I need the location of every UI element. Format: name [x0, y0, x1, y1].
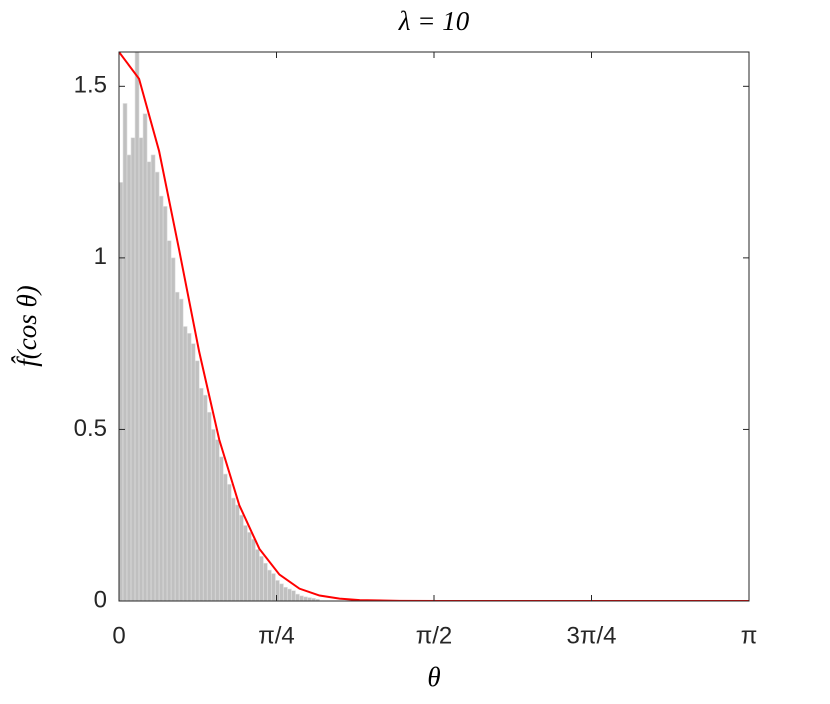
y-tick-label: 0.5 [74, 415, 107, 442]
bar [198, 387, 204, 601]
bar [154, 171, 160, 601]
bar [230, 497, 236, 601]
bar [222, 473, 228, 601]
bar [287, 588, 292, 601]
bar [194, 360, 200, 601]
bar [134, 52, 140, 601]
bar [182, 326, 188, 601]
bar [214, 439, 220, 601]
bar [190, 343, 196, 601]
density-line [119, 52, 749, 601]
bar [170, 257, 176, 601]
bar [122, 103, 128, 601]
bar [162, 206, 168, 601]
bar [174, 291, 180, 601]
bar [259, 556, 264, 601]
x-tick-label: 0 [112, 622, 125, 649]
x-tick-label: π/4 [258, 622, 295, 649]
bar [226, 484, 232, 601]
bar [267, 569, 272, 601]
y-tick-label: 1.5 [74, 72, 107, 99]
bar [150, 154, 156, 601]
bar [291, 590, 296, 601]
bar [119, 182, 124, 601]
bar [235, 504, 240, 601]
bar [218, 456, 224, 601]
bar [295, 593, 300, 601]
bar [210, 429, 216, 601]
bar [126, 154, 132, 601]
bar [166, 240, 172, 601]
bar [263, 562, 268, 601]
x-axis-label: θ [427, 662, 440, 692]
bar [243, 525, 248, 601]
bar [239, 514, 244, 601]
x-tick-label: 3π/4 [567, 622, 617, 649]
bar [130, 137, 136, 601]
bar [202, 394, 208, 601]
bar [251, 538, 256, 601]
bar [138, 137, 144, 601]
bar [206, 411, 212, 601]
bar [271, 573, 276, 601]
bar [307, 597, 312, 601]
y-axis-label: f̂(cos θ) [12, 285, 43, 367]
y-tick-label: 0 [94, 586, 107, 613]
bar [283, 586, 288, 601]
bar [299, 595, 304, 601]
bar [247, 532, 252, 601]
bar [146, 161, 152, 601]
bar [303, 596, 308, 601]
bar [255, 549, 260, 601]
bar [178, 298, 184, 601]
x-tick-label: π [741, 622, 758, 649]
x-tick-label: π/2 [416, 622, 453, 649]
bar [142, 113, 148, 601]
bar [186, 333, 192, 601]
y-tick-label: 1 [94, 243, 107, 270]
bar [158, 195, 164, 601]
chart-title: λ = 10 [398, 6, 470, 36]
bar [279, 583, 284, 601]
